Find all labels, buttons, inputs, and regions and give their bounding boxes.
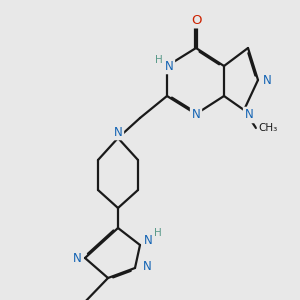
- Text: CH₃: CH₃: [258, 123, 278, 133]
- Text: H: H: [154, 228, 162, 238]
- Text: N: N: [114, 125, 122, 139]
- Text: H: H: [155, 55, 163, 65]
- Text: N: N: [165, 59, 173, 73]
- Text: N: N: [73, 251, 81, 265]
- Text: O: O: [191, 14, 201, 26]
- Text: N: N: [192, 107, 200, 121]
- Text: N: N: [142, 260, 152, 272]
- Text: N: N: [262, 74, 272, 86]
- Text: N: N: [144, 233, 152, 247]
- Text: N: N: [244, 109, 253, 122]
